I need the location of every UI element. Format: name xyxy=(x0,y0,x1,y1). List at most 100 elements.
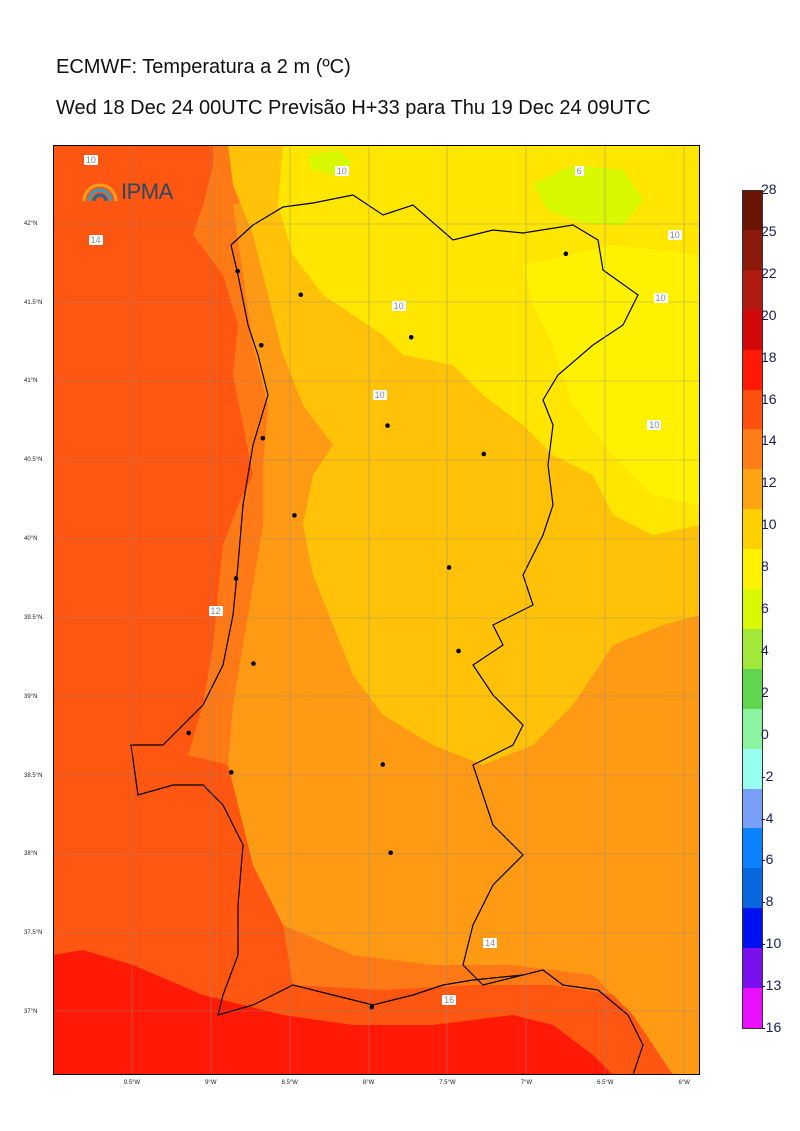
contour-label: 14 xyxy=(483,938,498,949)
contour-label: 10 xyxy=(647,419,662,430)
ipma-logo: IPMA xyxy=(82,178,173,206)
colorbar-segment xyxy=(742,908,762,949)
temperature-colorbar xyxy=(742,190,763,1029)
contour-label: 12 xyxy=(208,605,223,616)
lon-tick-label: 7.5°W xyxy=(439,1080,456,1086)
colorbar-segment xyxy=(742,190,762,231)
city-marker xyxy=(292,513,297,518)
cool-zone-east xyxy=(523,245,700,505)
colorbar-label: 28 xyxy=(761,181,777,197)
contour-label: 6 xyxy=(574,165,584,176)
colorbar-label: -10 xyxy=(761,935,782,952)
city-marker xyxy=(388,850,394,856)
colorbar-segment xyxy=(742,589,762,630)
portugal-coast xyxy=(130,244,524,1016)
contour-label: 10 xyxy=(372,389,387,400)
colorbar-label: 25 xyxy=(761,222,777,239)
contour-label: 10 xyxy=(334,165,349,176)
city-marker xyxy=(385,423,390,428)
lat-tick-label: 39°N xyxy=(24,693,38,700)
lat-tick-label: 41°N xyxy=(24,378,38,385)
colorbar-label: -16 xyxy=(761,1019,782,1035)
city-marker xyxy=(369,1004,375,1010)
contour-label: 10 xyxy=(83,154,98,165)
colorbar-segment xyxy=(742,389,762,430)
portugal-border xyxy=(230,194,644,1075)
lat-tick-label: 40°N xyxy=(24,536,38,543)
map-gridlines xyxy=(53,145,700,1075)
colorbar-segment xyxy=(742,748,762,790)
lat-tick-label: 42°N xyxy=(24,220,38,227)
city-marker xyxy=(259,342,264,348)
colorbar-segment xyxy=(742,988,762,1029)
city-marker xyxy=(186,730,192,736)
contour-label: 16 xyxy=(442,994,457,1005)
lat-tick-label: 40.5°N xyxy=(24,457,43,464)
colorbar-label: -13 xyxy=(761,977,782,994)
city-marker xyxy=(260,435,266,441)
lon-tick-label: 6.5°W xyxy=(597,1080,614,1086)
lat-tick-label: 37.5°N xyxy=(24,930,43,937)
colorbar-segment xyxy=(742,509,762,550)
warm-sea-zone xyxy=(53,145,700,1075)
colorbar-label: -4 xyxy=(761,809,774,826)
colorbar-label: 10 xyxy=(761,516,777,533)
colorbar-segment xyxy=(742,708,762,750)
colorbar-segment xyxy=(742,309,762,351)
colorbar-label: 12 xyxy=(761,474,777,491)
city-marker xyxy=(456,648,461,654)
ipma-logo-text: IPMA xyxy=(121,179,173,204)
colorbar-label: -8 xyxy=(761,893,774,910)
colorbar-label: 16 xyxy=(761,390,777,407)
colorbar-segment xyxy=(742,469,762,510)
lat-tick-label: 41.5°N xyxy=(24,299,43,306)
contour-label: 10 xyxy=(391,301,406,312)
colorbar-segment xyxy=(742,788,762,829)
colorbar-label: 18 xyxy=(761,348,777,365)
ipma-arcs-icon xyxy=(82,183,118,202)
colorbar-label: 0 xyxy=(761,725,769,742)
city-marker xyxy=(446,565,452,570)
colorbar-segment xyxy=(742,668,762,710)
colorbar-segment xyxy=(742,549,762,590)
lat-tick-label: 38°N xyxy=(24,851,38,858)
coldest-zone xyxy=(533,165,643,225)
temperature-map xyxy=(53,145,700,1075)
colorbar-label: 2 xyxy=(761,683,769,700)
colorbar-border xyxy=(742,190,763,1029)
map-subtitle: Wed 18 Dec 24 00UTC Previsão H+33 para T… xyxy=(56,97,651,119)
lon-tick-label: 9.5°W xyxy=(123,1080,141,1086)
colorbar-segment xyxy=(742,269,762,311)
map-title: ECMWF: Temperatura a 2 m (ºC) xyxy=(56,56,351,78)
lat-tick-label: 38.5°N xyxy=(24,772,43,779)
colorbar-label: 14 xyxy=(761,432,777,449)
map-frame-border xyxy=(53,145,700,1075)
colorbar-label: 8 xyxy=(761,558,769,575)
colorbar-label: -2 xyxy=(761,767,774,784)
cool-zone xyxy=(278,145,700,535)
city-marker xyxy=(408,335,414,340)
city-marker xyxy=(235,268,240,274)
lon-tick-label: 8°W xyxy=(362,1080,375,1086)
city-marker xyxy=(251,661,256,666)
lat-tick-label: 39.5°N xyxy=(24,614,43,621)
colorbar-segment xyxy=(742,828,762,869)
city-marker xyxy=(229,770,234,775)
colorbar-label: 6 xyxy=(761,600,769,616)
lon-tick-label: 8.5°W xyxy=(281,1080,298,1086)
colorbar-segment xyxy=(742,628,762,670)
lat-tick-label: 37°N xyxy=(24,1008,38,1015)
colorbar-label: 22 xyxy=(761,264,777,281)
contour-label: 14 xyxy=(88,235,103,246)
lon-tick-label: 6°W xyxy=(678,1080,690,1086)
city-marker xyxy=(481,451,487,457)
city-marker xyxy=(298,292,304,298)
lon-tick-label: 7°W xyxy=(520,1080,533,1086)
city-markers xyxy=(186,251,569,1010)
lon-tick-label: 9°W xyxy=(205,1080,217,1086)
colorbar-label: -6 xyxy=(761,851,774,868)
colorbar-label: 20 xyxy=(761,306,777,323)
city-marker xyxy=(563,251,569,257)
city-marker xyxy=(233,576,239,581)
colorbar-segment xyxy=(742,948,762,989)
